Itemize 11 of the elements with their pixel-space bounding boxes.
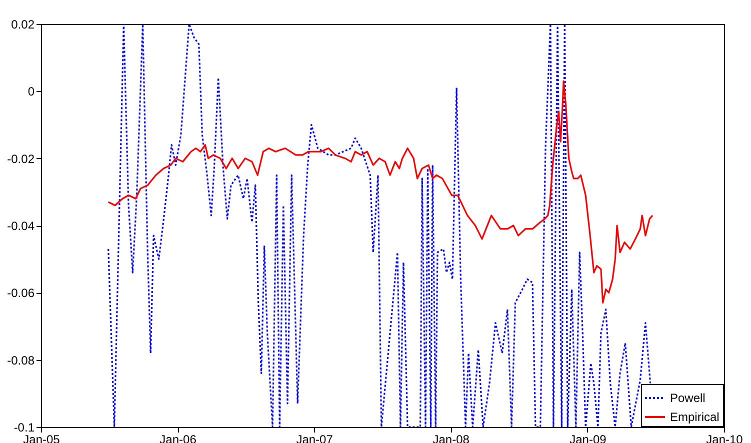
y-tick-label: -0.06 bbox=[7, 286, 35, 300]
legend-label: Powell bbox=[670, 391, 706, 405]
y-tick-label: -0.04 bbox=[7, 219, 35, 233]
y-tick-label: -0.02 bbox=[7, 152, 35, 166]
line-series bbox=[108, 24, 652, 427]
y-tick-label: 0 bbox=[28, 84, 35, 99]
line-series bbox=[108, 80, 654, 304]
y-tick-label: 0.02 bbox=[11, 18, 35, 32]
legend-label: Empirical bbox=[670, 410, 720, 424]
y-tick-label: -0.08 bbox=[7, 353, 35, 368]
y-tick-label: -0.1 bbox=[14, 420, 35, 434]
